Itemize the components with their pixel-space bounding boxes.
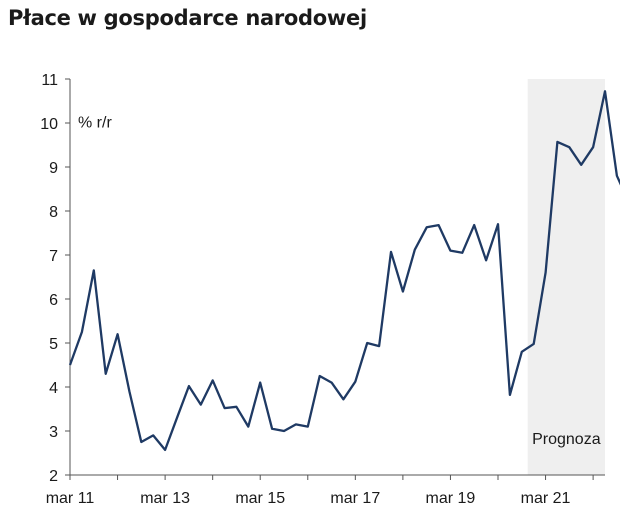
y-tick-label: 11 — [41, 72, 58, 89]
y-tick-label: 9 — [49, 160, 58, 177]
y-tick-label: 5 — [49, 336, 58, 353]
y-tick-label: 10 — [40, 116, 58, 133]
chart-title: Płace w gospodarce narodowej — [8, 6, 367, 30]
y-axis: 2 3 4 5 6 7 8 9 10 11 — [40, 72, 71, 485]
x-tick-label: mar 17 — [330, 490, 380, 507]
x-tick-label: mar 15 — [235, 490, 285, 507]
x-axis: mar 11 mar 13 mar 15 mar 17 mar 19 mar 21 — [46, 474, 605, 507]
y-tick-label: 2 — [49, 468, 58, 485]
y-tick-label: 7 — [49, 248, 58, 265]
y-unit-label: % r/r — [78, 114, 112, 131]
forecast-region — [527, 79, 605, 475]
y-tick-label: 8 — [49, 204, 58, 221]
y-tick-label: 6 — [49, 292, 58, 309]
series-line — [68, 90, 620, 452]
y-tick-label: 4 — [49, 380, 58, 397]
x-tick-label: mar 19 — [426, 490, 476, 507]
forecast-label: Prognoza — [532, 431, 601, 448]
y-tick-label: 3 — [49, 424, 58, 441]
x-tick-label: mar 13 — [140, 490, 190, 507]
x-tick-label: mar 11 — [46, 490, 95, 507]
x-tick-label: mar 21 — [521, 490, 571, 507]
